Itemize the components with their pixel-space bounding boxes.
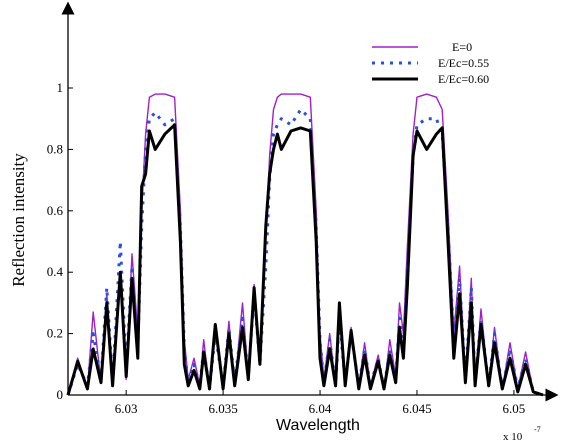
legend-label-e055: E/Ec=0.55 (438, 56, 489, 70)
x-tick-label: 6.035 (208, 401, 237, 416)
series-line-0 (67, 93, 544, 396)
y-ticks: 0 0.2 0.4 0.6 0.8 1 (47, 80, 73, 402)
series-group (66, 93, 544, 397)
y-tick-label: 0.6 (47, 203, 64, 218)
x-ticks: 6.03 6.035 6.04 6.045 6.05 (115, 390, 526, 416)
y-tick-label: 0.2 (47, 326, 63, 341)
y-tick-label: 0 (57, 387, 64, 402)
series-line-1 (66, 108, 544, 397)
y-tick-label: 1 (57, 80, 64, 95)
x-multiplier-label: x 10 (503, 431, 523, 443)
legend-label-e060: E/Ec=0.60 (438, 72, 489, 86)
y-tick-label: 0.4 (47, 264, 64, 279)
x-tick-label: 6.045 (402, 401, 431, 416)
series-line-2 (66, 123, 544, 397)
x-axis-label: Wavelength (276, 417, 360, 434)
x-tick-label: 6.04 (309, 401, 332, 416)
x-multiplier-exponent: -7 (534, 425, 541, 434)
x-tick-label: 6.05 (503, 401, 526, 416)
legend: E=0 E/Ec=0.55 E/Ec=0.60 (372, 40, 489, 86)
legend-label-e0: E=0 (452, 40, 472, 54)
x-tick-label: 6.03 (115, 401, 138, 416)
y-tick-label: 0.8 (47, 141, 63, 156)
y-axis-label: Reflection intensity (9, 153, 28, 287)
